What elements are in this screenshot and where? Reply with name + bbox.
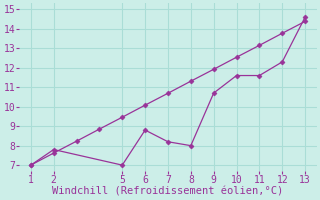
X-axis label: Windchill (Refroidissement éolien,°C): Windchill (Refroidissement éolien,°C): [52, 187, 284, 197]
